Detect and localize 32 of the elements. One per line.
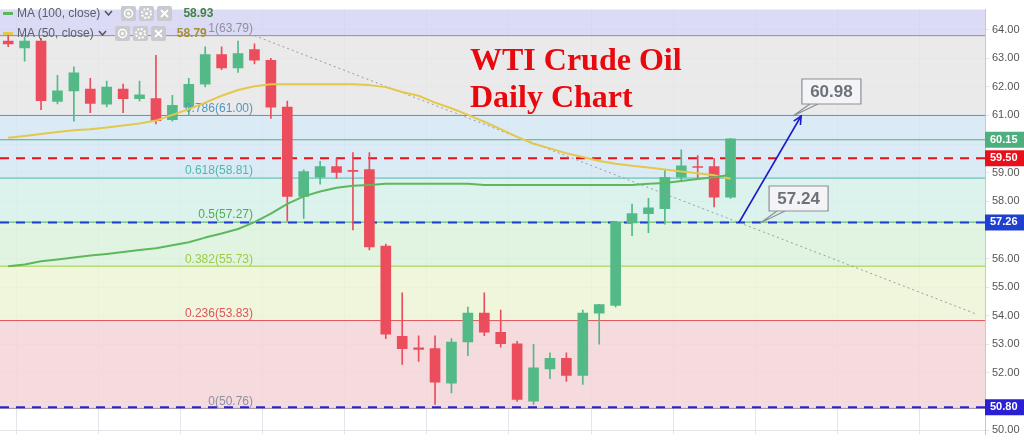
annotation: 58.93: [183, 6, 214, 20]
y-tick-label: 58.00: [992, 194, 1020, 207]
ref-line-label: 59.50: [990, 151, 1018, 164]
y-tick-label: 53.00: [992, 337, 1020, 350]
y-tick-label: 59.00: [992, 165, 1020, 178]
y-tick-label: 56.00: [992, 251, 1020, 264]
ref-line-label: 1(63.79): [208, 20, 253, 35]
y-tick-label: 64.00: [992, 22, 1020, 35]
ref-line-label: 0.5(57.27): [198, 207, 253, 222]
ref-line-label: 0.382(55.73): [184, 251, 253, 266]
candlestick: [347, 152, 359, 231]
annotation: 58.79: [176, 25, 207, 42]
y-tick-label: 61.00: [992, 108, 1020, 121]
candlestick: [692, 155, 704, 179]
ref-line-label: 0.618(58.81): [184, 163, 253, 178]
y-tick-label: 50.00: [992, 423, 1020, 436]
y-tick-label: 62.00: [992, 79, 1020, 92]
candlestick: [593, 303, 605, 345]
text: WTI Crude Oil Daily Chart: [470, 40, 682, 114]
ref-line-label: 0.236(53.83): [184, 305, 253, 320]
y-tick-label: 54.00: [992, 308, 1020, 321]
legend-label: MA (100, close): [17, 5, 101, 22]
annotation: 60.98: [810, 82, 853, 102]
annotation: 57.24: [777, 189, 821, 209]
y-tick-label: 63.00: [992, 51, 1020, 64]
legend-label: MA (50, close): [17, 25, 94, 42]
ref-line-label: 57.26: [990, 215, 1018, 228]
ref-line-label: 50.80: [990, 400, 1018, 413]
ref-line-label: 0(50.76): [208, 393, 253, 408]
y-tick-label: 55.00: [992, 280, 1020, 293]
y-tick-label: 52.00: [992, 365, 1020, 378]
ref-line-label: 60.15: [990, 132, 1018, 145]
